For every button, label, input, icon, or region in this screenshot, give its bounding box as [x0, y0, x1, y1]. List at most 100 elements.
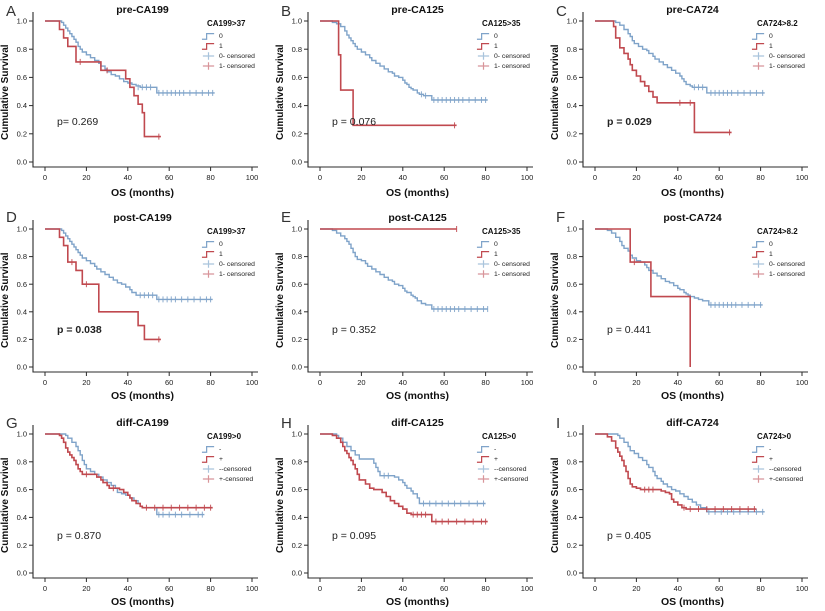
p-value: p = 0.038 [57, 324, 102, 336]
y-tick-label: 1.0 [567, 430, 577, 439]
panel-title: pre-CA199 [116, 4, 169, 16]
legend-item-censored0: --censored [476, 464, 548, 474]
legend-item-label: - [494, 445, 497, 453]
panel-title: pre-CA724 [666, 4, 719, 16]
legend-item-label: 1- censored [219, 62, 255, 70]
plus-icon [477, 465, 490, 473]
step-line-icon [476, 43, 490, 50]
panel-letter: E [281, 209, 292, 226]
legend-title: CA199>0 [207, 432, 242, 441]
x-tick-label: 60 [165, 173, 173, 182]
x-tick-label: 80 [756, 378, 764, 387]
legend-item-censored1: +-censored [751, 474, 823, 484]
x-tick-label: 0 [318, 378, 322, 387]
x-axis-label: OS (months) [111, 596, 174, 608]
survival-plot-H: 0 20 40 60 80 100 0.0 0.2 0.4 0.6 0.8 1.0 [292, 425, 533, 593]
plus-icon [477, 260, 490, 268]
x-axis-label: OS (months) [386, 390, 449, 402]
legend-item-group1: 1 [476, 41, 548, 51]
axis-line [307, 12, 533, 168]
survival-curve-0 [45, 228, 213, 301]
survival-curve-0 [320, 228, 488, 310]
y-tick-label: 0.0 [17, 363, 27, 372]
plus-icon [752, 270, 765, 278]
legend: CA125>0 - + --censored +-censored [476, 432, 548, 484]
x-tick-label: 60 [715, 378, 723, 387]
legend-item-censored1: 1- censored [476, 269, 548, 279]
y-tick-label: 0.0 [567, 363, 577, 372]
step-line-icon [201, 456, 215, 463]
survival-curve-+ [45, 433, 213, 509]
legend-item-label: 1- censored [769, 62, 805, 70]
panel-title: diff-CA199 [116, 417, 169, 429]
x-tick-label: 0 [43, 584, 47, 593]
legend-item-group1: 1 [751, 249, 823, 259]
legend-item-label: 0 [769, 240, 773, 248]
legend-item-label: +-censored [769, 475, 804, 483]
survival-curve-0 [45, 20, 215, 94]
legend-item-group1: + [201, 454, 273, 464]
survival-plot-B: 0 20 40 60 80 100 0.0 0.2 0.4 0.6 0.8 1.0 [292, 12, 533, 182]
y-tick-label: 0.0 [567, 158, 577, 167]
axis-line [32, 220, 258, 373]
y-tick-label: 0.6 [17, 73, 27, 82]
y-tick-label: 0.0 [292, 363, 302, 372]
legend-item-label: --censored [494, 465, 527, 473]
x-tick-label: 20 [357, 173, 365, 182]
legend-title: CA724>8.2 [757, 227, 798, 236]
legend-item-censored1: +-censored [201, 474, 273, 484]
panel-letter: C [556, 3, 567, 20]
y-tick-label: 0.2 [17, 129, 27, 138]
y-tick-label: 1.0 [17, 17, 27, 26]
panel-letter: I [556, 415, 561, 432]
x-tick-label: 100 [796, 378, 809, 387]
legend-item-label: 1 [769, 250, 773, 258]
y-axis-label: Cumulative Survival [275, 252, 286, 348]
y-tick-label: 1.0 [567, 17, 577, 26]
plus-icon [477, 270, 490, 278]
axis-line [582, 220, 808, 373]
survival-curve-0 [595, 20, 765, 94]
legend-title: CA199>37 [207, 227, 246, 236]
x-tick-label: 40 [124, 584, 132, 593]
legend-item-label: 1- censored [494, 62, 530, 70]
legend-title: CA724>8.2 [757, 19, 798, 28]
x-tick-label: 40 [399, 173, 407, 182]
x-tick-label: 80 [206, 173, 214, 182]
panel-letter: D [6, 209, 17, 226]
x-tick-label: 20 [632, 378, 640, 387]
y-tick-label: 0.8 [292, 252, 302, 261]
legend-title: CA724>0 [757, 432, 792, 441]
step-line-icon [201, 43, 215, 50]
step-line-icon [201, 33, 215, 40]
x-tick-label: 100 [796, 584, 809, 593]
survival-plot-A: 0 20 40 60 80 100 0.0 0.2 0.4 0.6 0.8 1.0 [17, 12, 258, 182]
legend-item-label: - [219, 445, 222, 453]
legend: CA199>37 0 1 0- censored 1- censored [201, 227, 273, 279]
legend-item-label: 1 [769, 42, 773, 50]
x-tick-label: 40 [674, 173, 682, 182]
x-tick-label: 60 [440, 584, 448, 593]
plus-icon [202, 52, 215, 60]
legend-item-censored0: 0- censored [751, 259, 823, 269]
panel-B: 0 20 40 60 80 100 0.0 0.2 0.4 0.6 0.8 1.0 B pre-CA1… [275, 0, 550, 200]
survival-plot-C: 0 20 40 60 80 100 0.0 0.2 0.4 0.6 0.8 1.0 [567, 12, 808, 182]
x-tick-label: 0 [593, 173, 597, 182]
legend-item-censored0: 0- censored [201, 51, 273, 61]
legend-item-label: 1 [494, 42, 498, 50]
x-tick-label: 20 [357, 378, 365, 387]
step-line-icon [751, 33, 765, 40]
x-tick-label: 40 [399, 378, 407, 387]
legend: CA199>0 - + --censored +-censored [201, 432, 273, 484]
legend-item-censored0: 0- censored [751, 51, 823, 61]
y-tick-label: 0.2 [17, 335, 27, 344]
y-tick-label: 0.8 [292, 45, 302, 54]
step-line-icon [201, 446, 215, 453]
legend-item-censored1: 1- censored [751, 61, 823, 71]
x-axis-label: OS (months) [661, 390, 724, 402]
y-tick-label: 1.0 [292, 17, 302, 26]
legend-item-group1: 1 [201, 41, 273, 51]
legend-item-label: 0- censored [769, 52, 805, 60]
x-tick-label: 60 [715, 173, 723, 182]
x-tick-label: 40 [399, 584, 407, 593]
